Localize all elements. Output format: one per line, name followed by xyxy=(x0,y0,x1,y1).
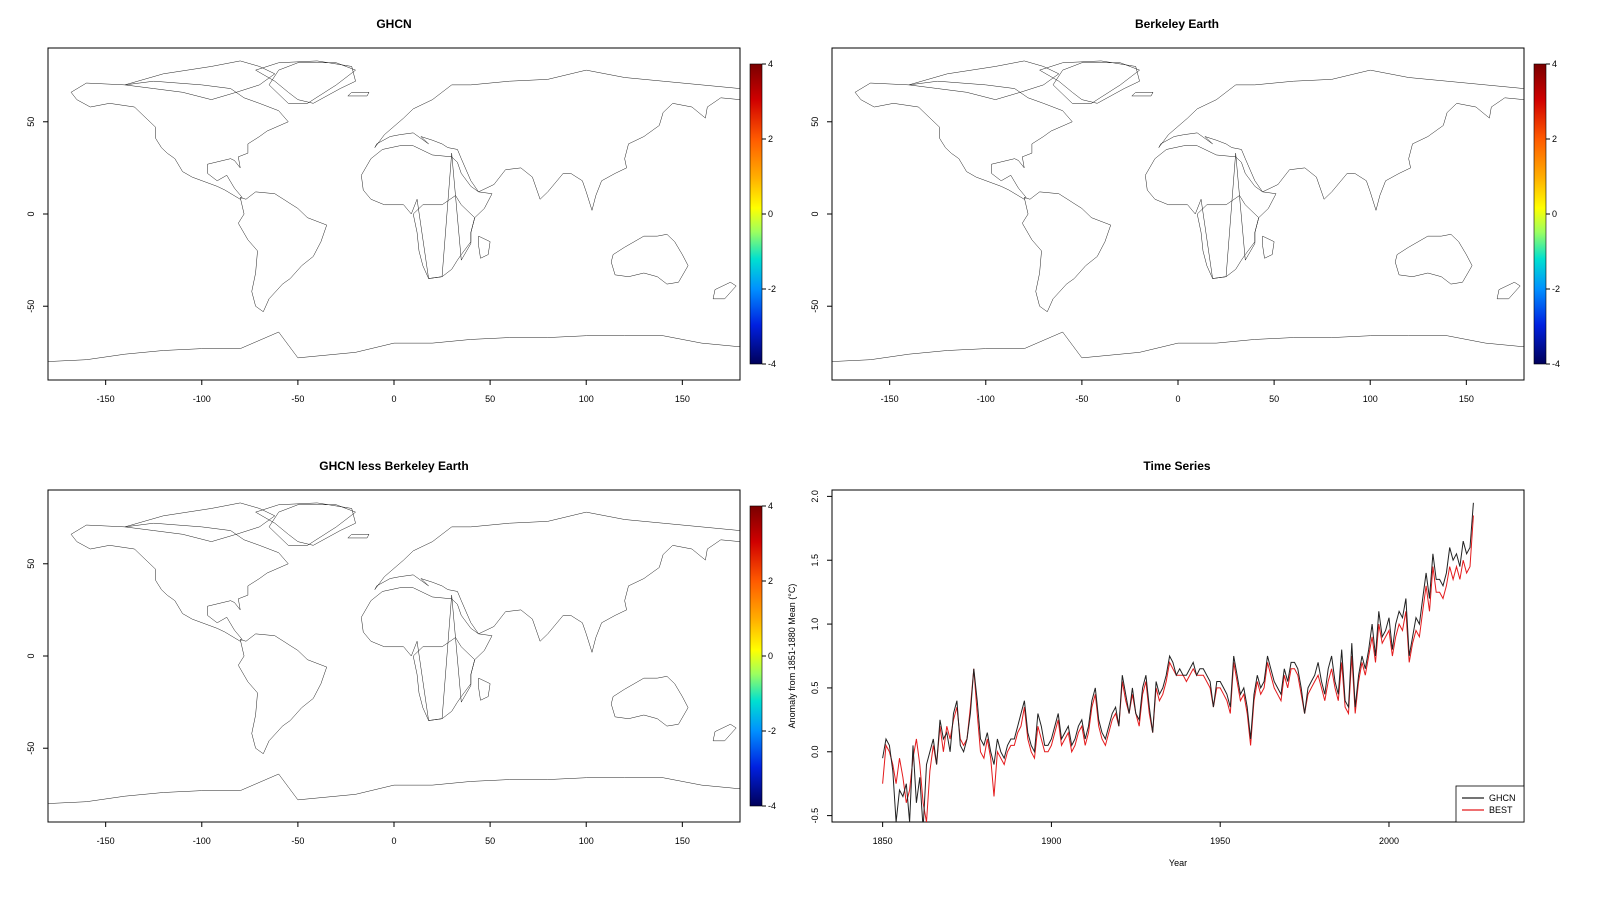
x-tick-label: 0 xyxy=(1175,394,1180,404)
x-tick-label: -100 xyxy=(977,394,995,404)
x-tick-label: -50 xyxy=(291,394,304,404)
plot-frame xyxy=(832,490,1524,822)
y-axis: -0.5 0.0 0.5 1.0 1.5 2.0 xyxy=(810,490,832,823)
x-tick-label: 50 xyxy=(1269,394,1279,404)
y-tick-label: 0.0 xyxy=(810,746,820,759)
y-tick-label: -50 xyxy=(810,300,820,313)
y-tick-label: 0 xyxy=(26,211,36,216)
y-tick-label: 50 xyxy=(810,117,820,127)
x-axis: -150 -100 -50 0 50 100 150 xyxy=(881,380,1474,404)
colorbar-tick-label: 4 xyxy=(1552,59,1557,69)
x-tick-label: 0 xyxy=(391,394,396,404)
legend: GHCN BEST xyxy=(1456,786,1524,822)
legend-label: BEST xyxy=(1489,805,1513,815)
panel-title: GHCN less Berkeley Earth xyxy=(319,459,468,473)
colorbar-tick-label: 0 xyxy=(768,651,773,661)
x-tick-label: 50 xyxy=(485,836,495,846)
y-tick-label: 0 xyxy=(810,211,820,216)
panel-title: GHCN xyxy=(376,17,411,31)
x-axis: 1850 1900 1950 2000 xyxy=(873,822,1399,846)
y-axis: 50 0 -50 xyxy=(810,117,832,313)
colorbar-tick-label: 0 xyxy=(768,209,773,219)
y-tick-label: 50 xyxy=(26,559,36,569)
x-tick-label: 1900 xyxy=(1041,836,1061,846)
x-tick-label: -50 xyxy=(1075,394,1088,404)
colorbar-tick-label: -4 xyxy=(1552,359,1560,369)
x-tick-label: 150 xyxy=(1459,394,1474,404)
x-tick-label: 150 xyxy=(675,836,690,846)
x-axis-label: Year xyxy=(1169,858,1187,868)
colorbar: 4 2 0 -2 -4 xyxy=(1534,59,1560,369)
time-series-panel: Time Series 1850 1900 1950 2000 -0.5 0.0 0.5 1… xyxy=(787,459,1524,868)
y-tick-label: 0.5 xyxy=(810,682,820,695)
colorbar-tick-label: -2 xyxy=(768,726,776,736)
colorbar-tick-label: -2 xyxy=(768,284,776,294)
x-tick-label: 150 xyxy=(675,394,690,404)
map-panel-difference: GHCN less Berkeley Earth -150 -100 -50 0 50 1… xyxy=(26,459,776,846)
colorbar-tick-label: -4 xyxy=(768,359,776,369)
x-axis: -150 -100 -50 0 50 100 150 xyxy=(97,822,690,846)
x-tick-label: 1950 xyxy=(1210,836,1230,846)
y-tick-label: 50 xyxy=(26,117,36,127)
y-tick-label: -50 xyxy=(26,742,36,755)
colorbar-tick-label: 2 xyxy=(768,576,773,586)
y-tick-label: -50 xyxy=(26,300,36,313)
y-tick-label: 0 xyxy=(26,653,36,658)
colorbar: 4 2 0 -2 -4 xyxy=(750,59,776,369)
plot-frame xyxy=(832,48,1524,380)
x-tick-label: 1850 xyxy=(873,836,893,846)
x-tick-label: -50 xyxy=(291,836,304,846)
x-tick-label: 0 xyxy=(391,836,396,846)
x-tick-label: 100 xyxy=(579,394,594,404)
x-tick-label: -150 xyxy=(97,394,115,404)
colorbar-tick-label: 2 xyxy=(1552,134,1557,144)
colorbar-tick-label: -2 xyxy=(1552,284,1560,294)
colorbar-tick-label: 0 xyxy=(1552,209,1557,219)
colorbar: 4 2 0 -2 -4 xyxy=(750,501,776,811)
y-axis: 50 0 -50 xyxy=(26,117,48,313)
panel-title: Berkeley Earth xyxy=(1135,17,1219,31)
x-tick-label: 2000 xyxy=(1379,836,1399,846)
colorbar-tick-label: 4 xyxy=(768,501,773,511)
x-tick-label: -150 xyxy=(881,394,899,404)
colorbar-tick-label: -4 xyxy=(768,801,776,811)
x-tick-label: -150 xyxy=(97,836,115,846)
y-axis-label: Anomaly from 1851-1880 Mean (°C) xyxy=(787,584,797,729)
plot-frame xyxy=(48,490,740,822)
x-tick-label: 100 xyxy=(1363,394,1378,404)
x-tick-label: 50 xyxy=(485,394,495,404)
plot-frame xyxy=(48,48,740,380)
x-tick-label: 100 xyxy=(579,836,594,846)
y-tick-label: 1.0 xyxy=(810,618,820,631)
colorbar-tick-label: 2 xyxy=(768,134,773,144)
map-panel-ghcn: GHCN -150 -100 -50 0 50 100 150 50 0 -50 4 2 0 -2 -4 xyxy=(26,17,776,404)
colorbar-tick-label: 4 xyxy=(768,59,773,69)
legend-label: GHCN xyxy=(1489,793,1516,803)
x-tick-label: -100 xyxy=(193,836,211,846)
y-tick-label: 2.0 xyxy=(810,490,820,503)
y-tick-label: 1.5 xyxy=(810,554,820,567)
y-tick-label: -0.5 xyxy=(810,808,820,824)
x-axis: -150 -100 -50 0 50 100 150 xyxy=(97,380,690,404)
x-tick-label: -100 xyxy=(193,394,211,404)
panel-title: Time Series xyxy=(1143,459,1210,473)
y-axis: 50 0 -50 xyxy=(26,559,48,755)
